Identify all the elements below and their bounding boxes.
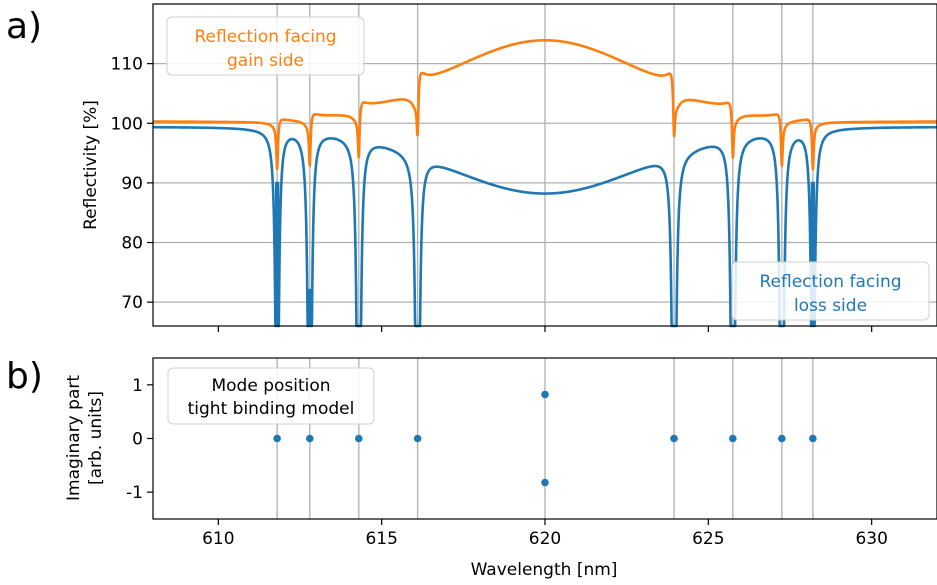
x-tick-label: 620 — [529, 529, 561, 549]
loss-annotation: Reflection facing loss side — [731, 261, 930, 321]
mode-position-point — [273, 434, 281, 443]
gain-annotation-line2: gain side — [227, 51, 304, 71]
imaginary-points — [273, 390, 817, 487]
reflectivity-y-tick-label: 90 — [121, 174, 143, 194]
reflectivity-y-tick-label: 80 — [121, 234, 143, 254]
x-tick-label: 615 — [365, 529, 397, 549]
reflectivity-y-tick-label: 70 — [121, 293, 143, 313]
reflectivity-y-axis-label: Reflectivity [%] — [81, 100, 101, 230]
mode-position-point — [413, 434, 422, 443]
reflectivity-lines — [151, 38, 937, 328]
mode-position-point — [809, 434, 817, 443]
mode-position-point — [541, 478, 549, 487]
reflectivity-y-tick-label: 110 — [111, 55, 143, 75]
imaginary-y-tick-label: 0 — [132, 430, 143, 450]
mode-position-point — [778, 434, 786, 443]
mode-position-point — [670, 434, 678, 443]
gain-annotation-line1: Reflection facing — [194, 27, 336, 47]
imaginary-ticks: 1 0 -1 610 615 620 625 630 — [126, 376, 888, 549]
imaginary-y-axis-label-line1: Imaginary part — [64, 375, 84, 501]
imaginary-y-tick-label: 1 — [132, 376, 143, 396]
mode-position-point — [729, 434, 737, 443]
mode-position-box — [167, 367, 375, 425]
imaginary-panel: 1 0 -1 610 615 620 625 630 Imaginary part [arb.… — [64, 357, 937, 580]
gain-annotation-box — [166, 16, 365, 76]
gain-side-line — [151, 38, 937, 171]
mode-position-line2: tight binding model — [188, 399, 355, 419]
panel-label-b: b) — [6, 356, 43, 397]
reflectivity-y-ticks: 70 80 90 100 110 — [111, 55, 873, 332]
mode-position-annotation: Mode position tight binding model — [167, 367, 375, 425]
imaginary-y-tick-label: -1 — [126, 483, 143, 503]
mode-position-line1: Mode position — [211, 376, 330, 396]
mode-position-point — [306, 434, 314, 443]
x-axis-label: Wavelength [nm] — [471, 560, 618, 580]
reflectivity-frame — [152, 3, 937, 327]
x-tick-label: 630 — [855, 529, 887, 549]
loss-side-line — [151, 125, 937, 328]
loss-annotation-line1: Reflection facing — [759, 272, 901, 292]
x-tick-label: 625 — [692, 529, 724, 549]
loss-annotation-line2: loss side — [794, 296, 867, 316]
x-tick-label: 610 — [202, 529, 234, 549]
imaginary-frame — [152, 357, 937, 520]
imaginary-y-axis-label-line2: [arb. units] — [86, 391, 106, 485]
reflectivity-y-tick-label: 100 — [111, 114, 143, 134]
mode-position-point — [355, 434, 363, 443]
loss-annotation-box — [731, 261, 930, 321]
reflectivity-panel: 70 80 90 100 110 Reflectivity [%] Reflection… — [81, 3, 937, 332]
gain-annotation: Reflection facing gain side — [166, 16, 365, 76]
mode-position-point — [541, 390, 549, 399]
panel-label-a: a) — [6, 6, 42, 47]
